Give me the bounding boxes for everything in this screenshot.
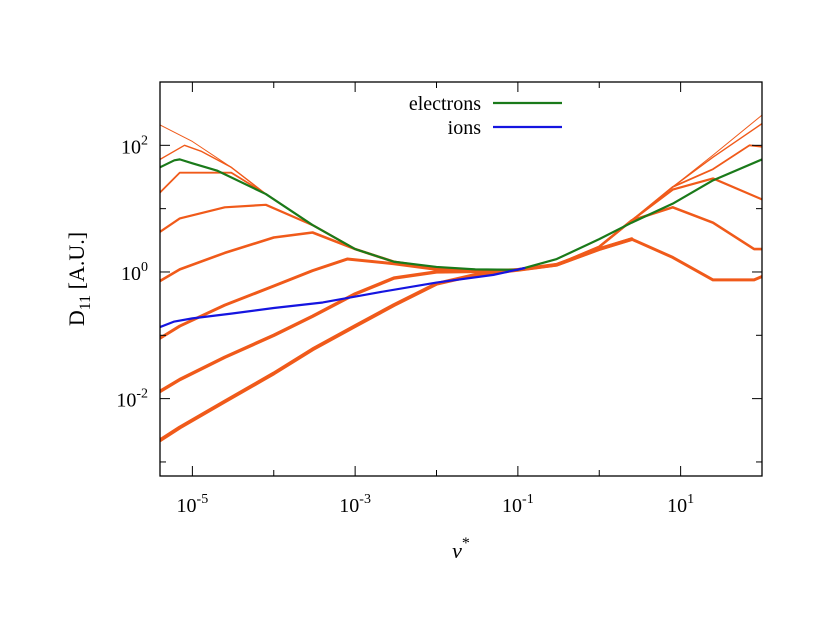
series-line-electrons bbox=[160, 158, 762, 271]
x-axis-title: ν* bbox=[452, 535, 470, 563]
x-tick-label: 101 bbox=[667, 492, 694, 517]
y-tick-label: 10-2 bbox=[116, 387, 148, 412]
x-tick-label: 10-5 bbox=[177, 492, 209, 517]
x-tick-label: 10-3 bbox=[339, 492, 371, 517]
series-line-3 bbox=[160, 122, 762, 271]
plot-frame bbox=[159, 81, 763, 477]
x-tick-label: 10-1 bbox=[502, 492, 534, 517]
y-tick-label: 100 bbox=[121, 260, 148, 285]
tick-labels: 10-5 10-3 10-1 101 10-2 100 102 bbox=[116, 133, 694, 517]
legend-label-electrons: electrons bbox=[409, 93, 481, 115]
y-axis-title-text: D11 [A.U.] bbox=[64, 232, 94, 326]
series-line-7 bbox=[160, 237, 762, 340]
plot-lines bbox=[160, 114, 762, 443]
legend-label-ions: ions bbox=[448, 117, 482, 139]
y-axis-title: D11 [A.U.] bbox=[64, 232, 94, 326]
axis-ticks bbox=[160, 81, 763, 476]
series-line-9 bbox=[160, 237, 634, 443]
series-line-ions bbox=[160, 267, 526, 329]
y-tick-label: 102 bbox=[121, 133, 148, 158]
